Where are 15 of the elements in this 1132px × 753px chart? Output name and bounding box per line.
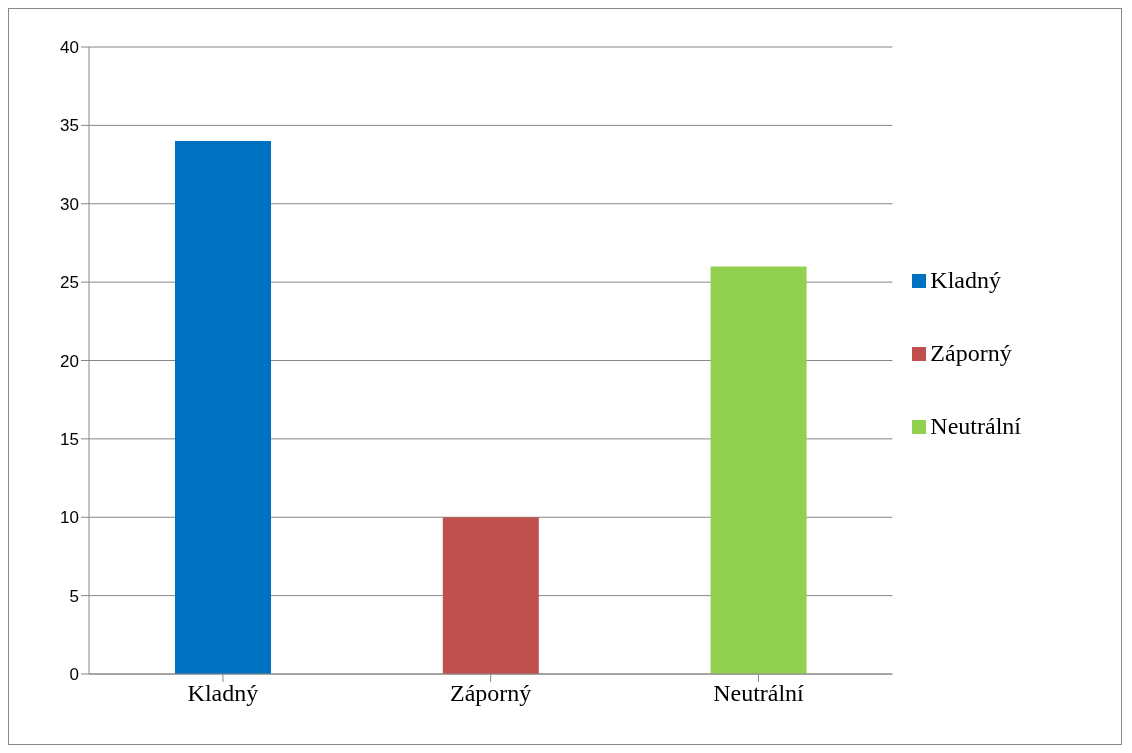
legend-label: Kladný	[930, 267, 1002, 293]
x-tick-label: Neutrální	[713, 680, 805, 707]
y-tick-label: 15	[60, 429, 79, 449]
y-tick-label: 25	[60, 273, 79, 293]
legend-label: Záporný	[930, 340, 1012, 366]
x-tick-label: Kladný	[187, 680, 259, 707]
y-tick-label: 30	[60, 194, 79, 214]
legend-label: Neutrální	[930, 413, 1021, 439]
y-tick-label: 10	[60, 508, 79, 528]
y-tick-label: 20	[60, 351, 79, 371]
y-tick-label: 5	[69, 586, 79, 606]
y-tick-label: 40	[60, 38, 79, 58]
x-tick-label: Záporný	[450, 680, 532, 707]
y-tick-label: 0	[69, 665, 79, 685]
y-tick-label: 35	[60, 116, 79, 136]
